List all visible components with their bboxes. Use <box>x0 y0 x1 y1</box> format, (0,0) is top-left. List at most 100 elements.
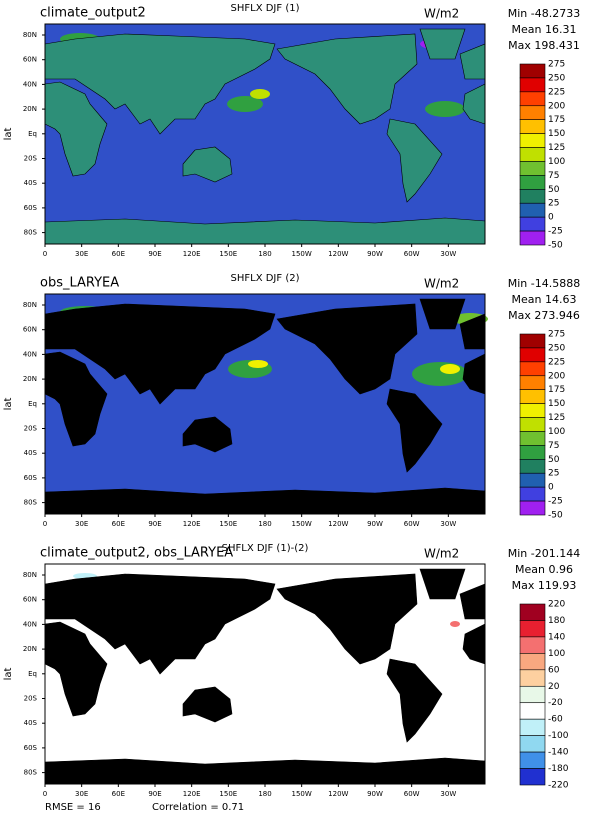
lon-tick-label: 30E <box>75 520 88 528</box>
colorbar-label: 20 <box>548 682 560 692</box>
lon-tick-label: 90W <box>367 520 383 528</box>
colorbar-box <box>519 119 546 134</box>
colorbar-box <box>519 202 546 218</box>
lon-tick-label: 150W <box>292 520 312 528</box>
lon-tick-label: 180 <box>258 250 271 258</box>
panel: obs_LARYEA SHFLX DJF (2) W/m2 Min -14.5888 M… <box>3 273 580 528</box>
colorbar-box <box>519 445 546 460</box>
lat-tick-label: 60N <box>23 56 37 64</box>
colorbar-label: 25 <box>548 199 559 209</box>
colorbar-box <box>519 751 546 769</box>
lon-tick-label: 0 <box>43 790 47 798</box>
colorbar-label: 200 <box>548 371 565 381</box>
lat-tick-label: 20S <box>24 695 38 703</box>
lon-tick-label: 120E <box>183 250 201 258</box>
colorbar-box <box>519 133 546 148</box>
lon-tick-label: 90E <box>148 520 161 528</box>
colorbar-label: -180 <box>548 764 569 774</box>
colorbar-label: 125 <box>548 143 565 153</box>
lon-tick-label: 30E <box>75 250 88 258</box>
lat-tick-label: 40N <box>23 80 37 88</box>
colorbar-label: 50 <box>548 185 560 195</box>
colorbar-box <box>519 91 546 107</box>
colorbar-label: -60 <box>548 715 563 725</box>
lon-tick-label: 0 <box>43 520 47 528</box>
lat-tick-label: 80S <box>24 769 38 777</box>
colorbar-box <box>519 702 546 720</box>
lon-tick-label: 30W <box>440 250 456 258</box>
colorbar-label: 225 <box>548 87 565 97</box>
colorbar-box <box>519 77 546 93</box>
stat-max: Max 198.431 <box>508 39 580 52</box>
colorbar-label: -25 <box>548 497 563 507</box>
colorbar-box <box>519 685 546 704</box>
map <box>44 568 486 785</box>
lon-tick-label: 0 <box>43 250 47 258</box>
lat-tick-label: Eq <box>28 130 37 138</box>
colorbar-box <box>519 161 546 176</box>
colorbar-label: -100 <box>548 731 569 741</box>
stat-max: Max 273.946 <box>508 309 580 322</box>
colorbar-label: 275 <box>548 60 565 70</box>
colorbar-box <box>519 216 546 232</box>
lon-tick-label: 120E <box>183 790 201 798</box>
lat-tick-label: 80S <box>24 499 38 507</box>
y-axis-label: lat <box>3 668 14 681</box>
colorbar-box <box>519 333 546 349</box>
lon-tick-label: 60W <box>404 250 420 258</box>
lon-tick-label: 60E <box>112 250 125 258</box>
colorbar-box <box>519 472 546 488</box>
stat-min: Min -14.5888 <box>508 277 580 290</box>
lon-tick-label: 30E <box>75 790 88 798</box>
panel-left-title: climate_output2, obs_LARYEA <box>40 546 233 561</box>
colorbar-box <box>519 347 546 363</box>
colorbar-label: 175 <box>548 385 565 395</box>
colorbar-label: 220 <box>548 600 565 610</box>
colorbar-box <box>519 417 546 432</box>
colorbar-box <box>519 718 546 736</box>
lat-tick-label: 60N <box>23 326 37 334</box>
colorbar-label: 150 <box>548 129 565 139</box>
lat-tick-label: Eq <box>28 400 37 408</box>
lat-tick-label: 40S <box>24 719 38 727</box>
lat-tick-label: Eq <box>28 670 37 678</box>
colorbar-label: 225 <box>548 357 565 367</box>
colorbar-box <box>519 653 546 671</box>
colorbar-label: 0 <box>548 483 554 493</box>
colorbar-box <box>519 636 546 654</box>
colorbar-label: -220 <box>548 781 569 791</box>
colorbar-box <box>519 735 546 753</box>
colorbar-label: -20 <box>548 698 563 708</box>
flux-region <box>227 96 263 112</box>
panel-units: W/m2 <box>424 547 459 561</box>
colorbar-box <box>519 147 546 162</box>
colorbar-box <box>519 431 546 446</box>
stat-min: Min -201.144 <box>508 547 580 560</box>
stat-mean: Mean 14.63 <box>512 293 577 306</box>
footer-correlation: Correlation = 0.71 <box>152 802 244 813</box>
lat-tick-label: 40N <box>23 620 37 628</box>
lon-tick-label: 150E <box>219 790 237 798</box>
lat-tick-label: 60S <box>24 744 38 752</box>
lon-tick-label: 150E <box>219 250 237 258</box>
colorbar-label: 100 <box>548 157 565 167</box>
lat-tick-label: 20S <box>24 425 38 433</box>
lat-tick-label: 60S <box>24 474 38 482</box>
panel-center-title: SHFLX DJF (1)-(2) <box>222 543 309 554</box>
colorbar-label: 0 <box>548 213 554 223</box>
colorbar-label: 140 <box>548 632 565 642</box>
colorbar-label: 200 <box>548 101 565 111</box>
stat-min: Min -48.2733 <box>508 7 580 20</box>
lat-tick-label: 60N <box>23 596 37 604</box>
lon-tick-label: 120W <box>328 790 348 798</box>
colorbar-label: 60 <box>548 665 560 675</box>
colorbar-box <box>519 175 546 190</box>
colorbar-box <box>519 620 546 638</box>
lon-tick-label: 90W <box>367 250 383 258</box>
lon-tick-label: 30W <box>440 790 456 798</box>
lon-tick-label: 120E <box>183 520 201 528</box>
lat-tick-label: 20N <box>23 105 37 113</box>
colorbar-box <box>519 459 546 474</box>
colorbar-box <box>519 603 546 621</box>
